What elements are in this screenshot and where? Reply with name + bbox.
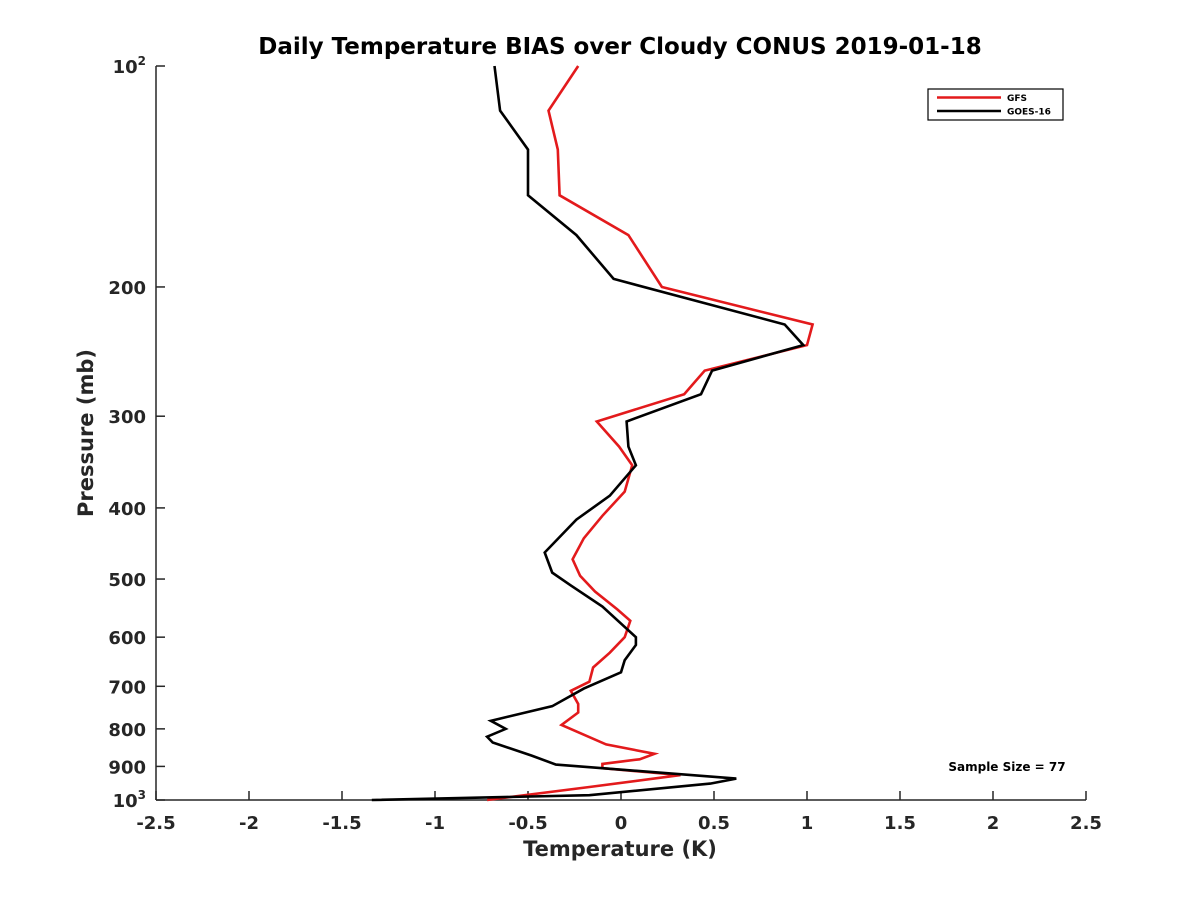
y-tick-label: 300	[108, 407, 146, 428]
y-tick-label: 800	[108, 720, 146, 741]
legend-label-gfs: GFS	[1007, 94, 1027, 104]
x-tick-label: 2.5	[1070, 813, 1102, 834]
y-tick-label: 400	[108, 499, 146, 520]
x-tick-label: -2.5	[136, 813, 175, 834]
x-tick-label: -2	[239, 813, 259, 834]
series-line-goes16	[371, 65, 806, 802]
y-tick-label: 900	[108, 757, 146, 778]
y-axis-ticks: 102 200 300 400 500 600 700 800 900 103	[108, 54, 165, 812]
y-tick-label: 103	[113, 788, 146, 812]
y-tick-label: 500	[108, 570, 146, 591]
x-tick-label: -1	[425, 813, 445, 834]
x-tick-label: 2	[987, 813, 1000, 834]
x-tick-label: -0.5	[508, 813, 547, 834]
chart-title: Daily Temperature BIAS over Cloudy CONUS…	[258, 34, 981, 60]
y-tick-label: 102	[113, 54, 146, 78]
x-tick-label: 1.5	[884, 813, 916, 834]
x-axis-ticks: -2.5 -2 -1.5 -1 -0.5 0 0.5 1 1.5 2 2.5	[136, 791, 1102, 834]
x-tick-label: 0	[615, 813, 628, 834]
y-tick-label: 600	[108, 628, 146, 649]
series-line-gfs	[486, 65, 815, 802]
x-tick-label: 0.5	[698, 813, 730, 834]
data-series	[371, 65, 815, 802]
x-axis-label: Temperature (K)	[523, 837, 717, 861]
x-tick-label: 1	[801, 813, 814, 834]
legend-label-goes16: GOES-16	[1007, 108, 1051, 118]
x-tick-label: -1.5	[322, 813, 361, 834]
legend: GFS GOES-16	[927, 88, 1064, 121]
legend-box	[927, 88, 1064, 121]
y-tick-label: 700	[108, 677, 146, 698]
y-tick-label: 200	[108, 278, 146, 299]
y-axis-label: Pressure (mb)	[74, 349, 98, 517]
sample-size-annotation: Sample Size = 77	[948, 760, 1065, 774]
